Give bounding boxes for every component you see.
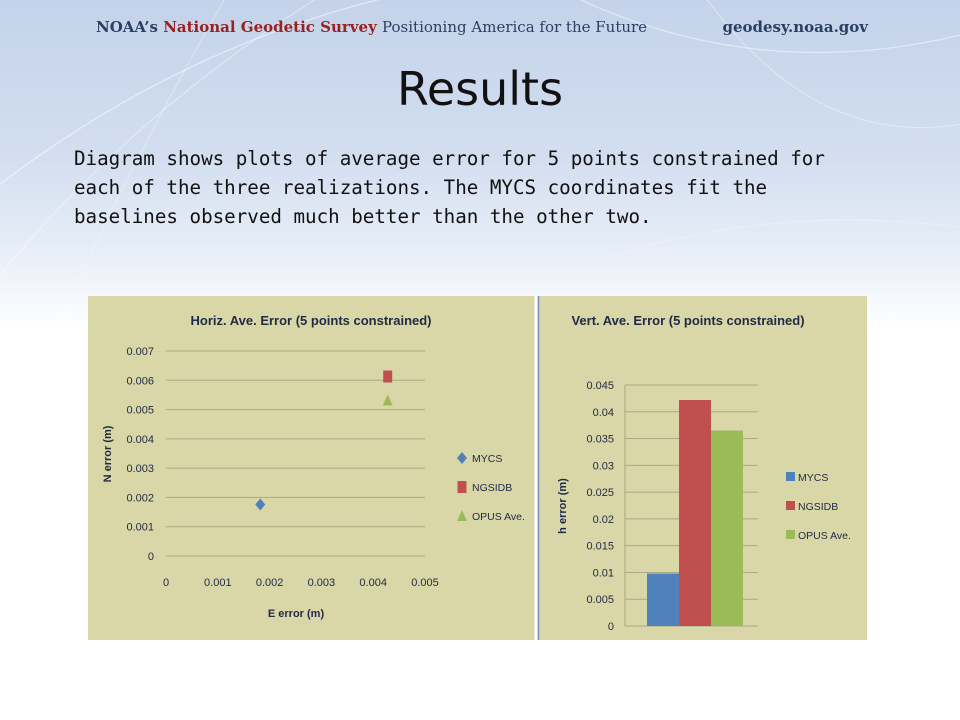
horiz-legend-label-mycs: MYCS — [472, 453, 502, 465]
horiz-x-tick-label: 0.003 — [308, 577, 336, 589]
slide-title: Results — [396, 62, 564, 116]
horiz-chart: Horiz. Ave. Error (5 points constrained)… — [102, 313, 525, 620]
vert-legend-swatch-opus-ave — [786, 530, 795, 539]
vert-y-tick-label: 0 — [608, 621, 614, 633]
header-tagline: Positioning America for the Future — [382, 18, 648, 36]
header-website: geodesy.noaa.gov — [722, 18, 868, 36]
vert-legend-label-opus-ave: OPUS Ave. — [798, 530, 851, 542]
vert-bar-opus-ave — [711, 430, 743, 626]
vert-y-tick-label: 0.04 — [593, 407, 614, 419]
horiz-legend-marker-mycs — [457, 452, 467, 464]
vert-chart-legend: MYCS NGSIDB OPUS Ave. — [786, 472, 851, 542]
vert-y-tick-label: 0.015 — [586, 541, 614, 553]
horiz-y-tick-label: 0.003 — [126, 463, 154, 475]
vert-bar-mycs — [647, 573, 679, 626]
horiz-chart-legend: MYCS NGSIDB OPUS Ave. — [457, 452, 525, 523]
vert-chart-y-ticks: 0 0.005 0.01 0.015 0.02 0.025 0.03 0.035 0.04 0.0… — [586, 380, 614, 633]
horiz-chart-title: Horiz. Ave. Error (5 points constrained) — [190, 313, 431, 328]
horiz-point-mycs — [255, 498, 266, 511]
horiz-chart-y-axis-label: N error (m) — [102, 425, 114, 482]
vert-y-tick-label: 0.01 — [593, 567, 614, 579]
vert-y-tick-label: 0.025 — [586, 487, 614, 499]
horiz-y-tick-label: 0.005 — [126, 405, 154, 417]
horiz-chart-y-ticks: 0 0.001 0.002 0.003 0.004 0.005 0.006 0.007 — [126, 346, 154, 563]
vert-legend-label-ngsidb: NGSIDB — [798, 501, 838, 513]
horiz-x-tick-label: 0.002 — [256, 577, 284, 589]
horiz-x-tick-label: 0.005 — [411, 577, 439, 589]
horiz-y-tick-label: 0.004 — [126, 434, 154, 446]
vert-legend-swatch-ngsidb — [786, 501, 795, 510]
horiz-chart-points — [255, 370, 393, 511]
horiz-y-tick-label: 0.001 — [126, 522, 154, 534]
horiz-x-tick-label: 0.001 — [204, 577, 232, 589]
horiz-point-opus-ave — [382, 394, 393, 406]
slide-header: NOAA’s National Geodetic Survey Position… — [0, 0, 960, 58]
slide-body-text: Diagram shows plots of average error for… — [74, 147, 825, 228]
charts-svg: Horiz. Ave. Error (5 points constrained)… — [102, 296, 851, 640]
header-org-prefix: NOAA’s — [96, 18, 158, 36]
horiz-x-tick-label: 0 — [163, 577, 169, 589]
vert-legend-label-mycs: MYCS — [798, 472, 828, 484]
horiz-y-tick-label: 0.006 — [126, 375, 154, 387]
header-org-name: National Geodetic Survey — [163, 18, 377, 36]
vert-y-tick-label: 0.02 — [593, 514, 614, 526]
header-organization: NOAA’s National Geodetic Survey Position… — [96, 18, 647, 36]
horiz-chart-x-ticks: 0 0.001 0.002 0.003 0.004 0.005 — [163, 577, 439, 589]
horiz-legend-marker-opus-ave — [457, 510, 467, 521]
vert-chart-bars — [647, 399, 743, 626]
vert-legend-swatch-mycs — [786, 472, 795, 481]
vert-chart-title: Vert. Ave. Error (5 points constrained) — [571, 313, 804, 328]
horiz-y-tick-label: 0 — [148, 551, 154, 563]
vert-y-tick-label: 0.035 — [586, 434, 614, 446]
horiz-x-tick-label: 0.004 — [359, 577, 387, 589]
horiz-legend-label-opus-ave: OPUS Ave. — [472, 511, 525, 523]
vert-y-tick-label: 0.005 — [586, 594, 614, 606]
horiz-legend-label-ngsidb: NGSIDB — [472, 482, 512, 494]
vert-chart-y-axis-label: h error (m) — [557, 478, 569, 534]
horiz-y-tick-label: 0.002 — [126, 492, 154, 504]
vert-y-tick-label: 0.045 — [586, 380, 614, 392]
horiz-chart-x-axis-label: E error (m) — [268, 608, 325, 620]
vert-chart: Vert. Ave. Error (5 points constrained) … — [557, 313, 851, 633]
horiz-y-tick-label: 0.007 — [126, 346, 154, 358]
horiz-legend-marker-ngsidb — [457, 481, 467, 493]
vert-bar-ngsidb — [679, 399, 711, 626]
vert-y-tick-label: 0.03 — [593, 460, 614, 472]
charts-panel: Horiz. Ave. Error (5 points constrained)… — [88, 296, 867, 640]
horiz-point-ngsidb — [383, 370, 393, 383]
horiz-chart-gridlines — [166, 350, 425, 557]
